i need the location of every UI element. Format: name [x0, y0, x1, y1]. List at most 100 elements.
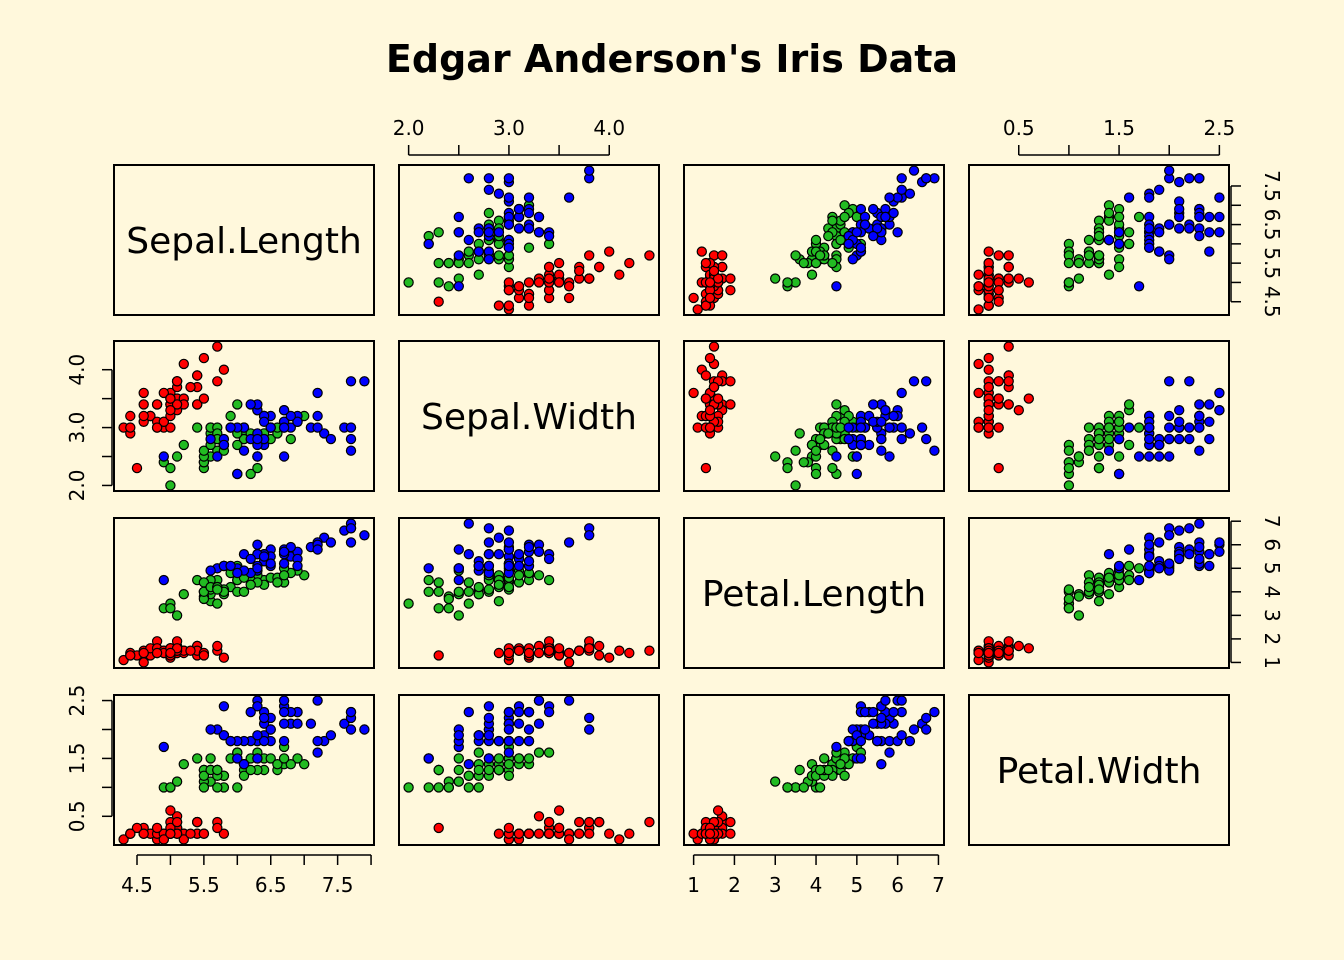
data-point [1163, 451, 1175, 462]
data-point [191, 753, 203, 764]
data-point [292, 753, 303, 764]
data-point [1103, 433, 1115, 445]
data-point [1083, 234, 1095, 246]
data-point [1073, 451, 1085, 462]
data-point [1184, 223, 1195, 234]
data-point [782, 462, 793, 474]
data-point [1003, 250, 1014, 261]
data-point [198, 770, 210, 782]
tick-label: 1 [687, 873, 700, 897]
data-point [553, 822, 565, 834]
data-point [533, 811, 545, 822]
data-point [278, 546, 290, 558]
data-point [443, 257, 454, 269]
panel-frame [398, 517, 660, 669]
data-point [312, 544, 323, 555]
tick-label: 2.0 [393, 116, 425, 140]
data-point [453, 776, 464, 787]
data-point [563, 537, 575, 548]
data-point [563, 834, 575, 845]
data-point [299, 759, 310, 770]
tick-label: 6 [891, 873, 904, 897]
panel-3-0 [113, 694, 375, 846]
data-point [843, 735, 854, 747]
panel-frame [968, 340, 1230, 492]
data-point [884, 747, 895, 758]
data-point [993, 296, 1004, 307]
data-point [191, 370, 203, 381]
data-point [790, 480, 801, 491]
data-point [810, 234, 822, 246]
data-point [483, 173, 495, 184]
data-point [523, 556, 535, 567]
data-point [359, 530, 370, 541]
data-point [212, 764, 223, 776]
data-point [770, 451, 781, 462]
data-point [553, 277, 565, 288]
data-point [463, 173, 474, 184]
data-point [1093, 230, 1105, 242]
data-point [205, 753, 216, 764]
data-point [814, 764, 826, 776]
data-point [983, 277, 994, 288]
panel-frame [968, 164, 1230, 316]
data-point [790, 250, 801, 261]
data-point [533, 277, 545, 288]
x-axis-top-sepal-width: 2.0 3.0 4.0 [393, 116, 625, 156]
data-point [473, 782, 484, 793]
data-point [533, 211, 545, 223]
data-point [1194, 230, 1205, 242]
data-point [1143, 433, 1155, 445]
data-point [1194, 422, 1205, 433]
data-point [453, 574, 464, 586]
panel-frame [968, 517, 1230, 669]
data-point [1143, 451, 1155, 462]
data-point [463, 706, 474, 718]
data-point [433, 586, 444, 598]
data-point [278, 753, 290, 764]
data-point [1184, 376, 1195, 387]
data-point [1083, 250, 1095, 261]
data-point [929, 445, 940, 456]
data-point [523, 207, 535, 219]
panel-frame [113, 694, 375, 846]
data-point [1083, 445, 1095, 456]
data-point [921, 173, 932, 184]
data-point [1194, 445, 1205, 456]
data-point [503, 706, 515, 718]
data-point [345, 706, 357, 718]
data-point [810, 468, 822, 480]
data-point [831, 451, 842, 462]
data-point [1113, 451, 1125, 462]
data-point [473, 764, 484, 776]
data-point [1093, 596, 1105, 607]
data-point [1003, 341, 1014, 352]
data-point [868, 718, 879, 729]
data-point [1143, 223, 1155, 234]
data-point [859, 219, 871, 230]
data-point [1153, 246, 1165, 257]
data-point [403, 782, 414, 793]
data-point [563, 657, 575, 668]
data-point [896, 387, 907, 399]
data-point [782, 782, 793, 793]
data-point [543, 706, 555, 718]
data-point [218, 828, 230, 839]
data-point [704, 828, 716, 839]
data-point [839, 211, 850, 223]
data-point [131, 822, 143, 834]
data-point [158, 451, 169, 462]
data-point [1003, 399, 1014, 410]
data-point [212, 782, 223, 793]
data-point [794, 764, 805, 776]
data-point [272, 577, 283, 588]
data-point [884, 192, 895, 203]
panel-0-0: Sepal.Length [113, 164, 375, 316]
data-point [463, 246, 474, 257]
panel-frame [398, 340, 660, 492]
data-point [543, 273, 555, 284]
data-point [272, 759, 283, 770]
data-point [843, 238, 854, 250]
data-point [473, 560, 484, 572]
